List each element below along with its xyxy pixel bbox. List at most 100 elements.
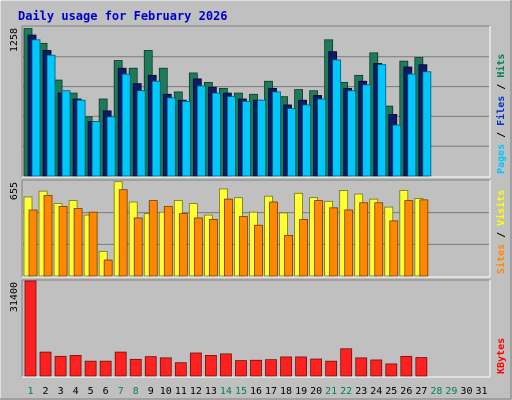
x-tick-label: 12: [190, 386, 202, 397]
bar: [284, 234, 293, 277]
bar: [211, 92, 221, 177]
bar: [235, 360, 247, 377]
bar: [144, 356, 157, 377]
bar: [287, 108, 296, 177]
bar: [151, 80, 161, 177]
bar: [340, 348, 353, 377]
x-tick-label: 26: [400, 386, 412, 397]
bar: [355, 357, 368, 377]
bar: [392, 124, 402, 177]
x-tick-label: 20: [310, 386, 322, 397]
series-pages: [31, 39, 432, 177]
bar: [400, 355, 413, 377]
chart-title: Daily usage for February 2026: [18, 9, 228, 23]
x-tick-label: 3: [58, 386, 64, 397]
x-tick-label: 23: [355, 386, 367, 397]
x-tick-label: 5: [88, 386, 94, 397]
bar: [370, 359, 383, 377]
x-tick-label: 8: [133, 386, 139, 397]
bar: [389, 220, 399, 277]
bar: [181, 100, 191, 177]
x-tick-label: 11: [175, 386, 187, 397]
bar: [239, 216, 248, 277]
bar: [265, 359, 277, 377]
legend-top: Pages / Files / Hits: [495, 54, 507, 174]
bar: [329, 207, 339, 277]
x-tick-label: 6: [103, 386, 109, 397]
bar: [148, 200, 158, 277]
bar: [28, 209, 38, 277]
bar: [385, 363, 398, 377]
x-tick-label: 1: [28, 386, 34, 397]
bar: [377, 64, 387, 177]
bar: [407, 73, 417, 177]
bar: [310, 358, 323, 377]
bar: [204, 355, 217, 377]
bar: [295, 356, 307, 377]
x-tick-label: 14: [220, 386, 232, 397]
y-max-label: 31400: [9, 282, 20, 312]
bar: [250, 359, 262, 377]
bar: [129, 358, 142, 377]
bar: [208, 219, 218, 277]
panels-layer: 1258 Pages / Files / Hits 655 Sites / Visit…: [9, 25, 507, 378]
panel-top: 1258 Pages / Files / Hits: [9, 25, 507, 178]
panel-bottom: 31400 KBytes: [9, 279, 507, 378]
series-kbytes: [24, 280, 428, 377]
x-tick-label: 27: [415, 386, 427, 397]
x-tick-label: 29: [445, 386, 457, 397]
bar: [359, 202, 369, 277]
bar: [114, 351, 127, 377]
x-tick-label: 30: [460, 386, 472, 397]
bar: [257, 99, 266, 177]
y-max-label: 655: [9, 182, 20, 200]
bar: [58, 205, 68, 277]
legend-item: /: [496, 226, 507, 244]
bar: [159, 357, 172, 377]
bar: [88, 211, 98, 277]
bar: [166, 97, 176, 177]
x-tick-label: 4: [73, 386, 79, 397]
x-tick-label: 17: [265, 386, 277, 397]
legend-item: /: [496, 126, 507, 144]
bar: [302, 104, 311, 177]
bar: [61, 90, 71, 177]
bar: [299, 219, 308, 277]
bar: [76, 99, 86, 177]
bar: [254, 224, 263, 277]
bar: [314, 200, 324, 277]
bar: [136, 90, 146, 177]
x-tick-label: 25: [385, 386, 397, 397]
legend-middle: Sites / Visits: [495, 190, 507, 274]
bar: [196, 85, 206, 177]
x-tick-label: 13: [205, 386, 217, 397]
bar: [106, 116, 116, 177]
x-tick-label: 2: [43, 386, 49, 397]
legend-item: /: [496, 78, 507, 96]
bar: [178, 213, 188, 277]
bar: [242, 100, 251, 177]
bar: [69, 355, 82, 377]
bar: [280, 356, 292, 377]
y-max-label: 1258: [9, 28, 20, 52]
legend-item: Hits: [495, 54, 507, 78]
bar: [227, 96, 236, 177]
bar: [46, 54, 56, 177]
legend-item: Visits: [495, 190, 507, 226]
bar: [174, 362, 187, 377]
x-tick-label: 9: [148, 386, 154, 397]
bar: [121, 73, 131, 177]
x-tick-label: 7: [118, 386, 124, 397]
bar: [99, 360, 112, 377]
bar: [163, 205, 173, 277]
bar: [84, 360, 97, 377]
bar: [118, 189, 128, 277]
bar: [43, 195, 53, 277]
bar: [31, 39, 41, 177]
legend-bottom: KBytes: [496, 338, 507, 374]
x-tick-label: 10: [160, 386, 172, 397]
bar: [189, 352, 202, 377]
bar: [272, 91, 281, 177]
bar: [39, 351, 52, 377]
